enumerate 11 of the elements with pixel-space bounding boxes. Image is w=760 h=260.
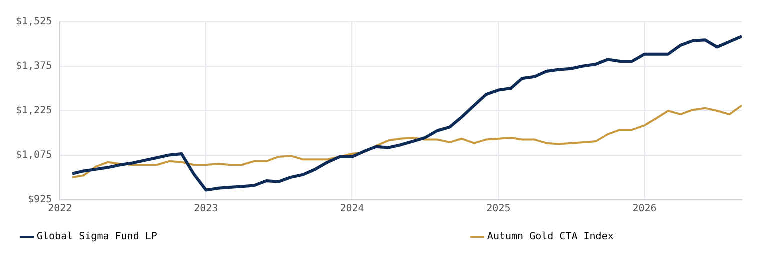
x-tick-label: 2024 bbox=[340, 204, 364, 215]
y-tick-label: $1,225 bbox=[16, 106, 52, 117]
y-tick-label: $1,525 bbox=[16, 16, 52, 28]
x-tick-label: 2026 bbox=[632, 204, 657, 215]
legend-label: Global Sigma Fund LP bbox=[37, 232, 458, 243]
x-tick-label: 2025 bbox=[486, 204, 511, 215]
y-tick-label: $1,375 bbox=[16, 61, 52, 72]
legend-label: Autumn Gold CTA Index bbox=[487, 232, 614, 243]
x-tick-label: 2023 bbox=[194, 204, 218, 215]
x-tick-label: 2022 bbox=[48, 204, 72, 215]
y-tick-label: $1,075 bbox=[16, 150, 52, 162]
